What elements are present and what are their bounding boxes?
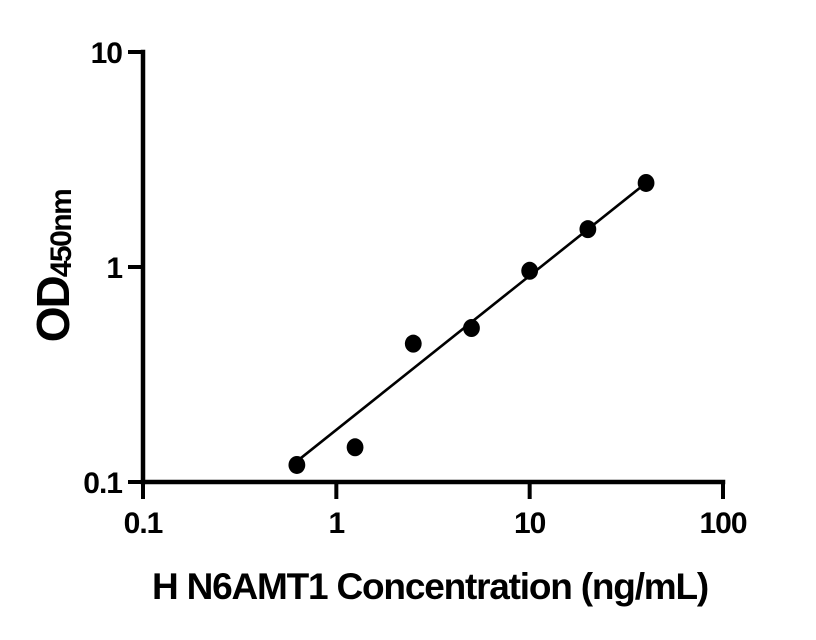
data-point — [346, 438, 364, 457]
y-tick-label: 0.1 — [83, 467, 122, 500]
data-point — [579, 220, 597, 239]
x-tick-label: 100 — [699, 507, 746, 540]
y-axis-title: OD450nm — [27, 189, 79, 343]
y-axis-title-main: OD — [27, 277, 79, 343]
y-axis-title-subscript: 450nm — [45, 189, 78, 278]
x-tick-label: 10 — [514, 507, 546, 540]
y-tick-label: 1 — [106, 252, 122, 285]
data-point — [404, 334, 422, 353]
y-tick-label: 10 — [91, 37, 123, 70]
data-point — [288, 455, 306, 474]
x-tick-label: 0.1 — [124, 507, 163, 540]
data-point — [521, 261, 539, 280]
data-point — [637, 173, 655, 192]
x-axis-title: H N6AMT1 Concentration (ng/mL) — [152, 566, 709, 607]
data-point — [463, 319, 480, 338]
x-tick-label: 1 — [328, 507, 344, 540]
